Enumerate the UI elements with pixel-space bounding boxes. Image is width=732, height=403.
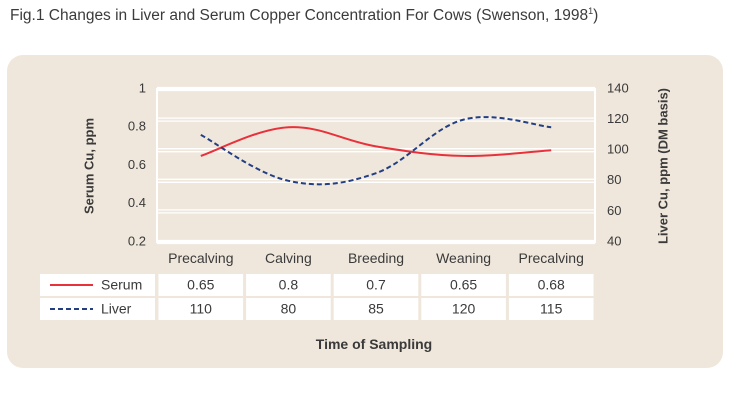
table-value: 85 [368,301,384,317]
y2-tick-label: 140 [607,80,629,95]
table-cell [508,298,594,320]
table-cell [421,274,506,296]
table-value: 0.65 [187,277,214,293]
table-cell [333,298,419,320]
y-tick-label: 0.6 [128,157,146,172]
grid [156,86,596,245]
table-value: 110 [190,301,213,317]
y-tick-label: 0.4 [128,195,146,210]
table-cell [508,274,594,296]
legend-cell [40,298,155,320]
series-lines [200,116,552,186]
table-cell [246,298,331,320]
legend-label-serum: Serum [101,277,142,293]
x-tick-label: Weaning [436,250,491,266]
x-tick-label: Breeding [348,250,404,266]
y2-tick-label: 40 [607,233,621,248]
table-value: 0.68 [538,277,565,293]
x-tick-label: Precalving [168,250,233,266]
figure-title-end: ) [593,7,599,25]
table-cell [421,298,506,320]
x-axis-title: Time of Sampling [316,336,432,352]
table-value: 115 [540,301,563,317]
series-line-liver [200,116,552,186]
y-tick-label: 0.8 [128,119,146,134]
x-tick-label: Precalving [519,250,584,266]
table-value: 120 [452,301,476,317]
y2-tick-label: 60 [607,203,621,218]
plot-frame [156,88,596,243]
figure-title-reference: 1 [588,6,594,16]
table-cell [158,274,244,296]
legend-label-liver: Liver [101,301,132,317]
y-axis-title: Serum Cu, ppm [81,118,96,214]
x-tick-label: Calving [265,250,312,266]
y-tick-label: 0.2 [128,233,146,248]
series-line-serum [200,126,552,157]
data-table: Serum 0.65 0.8 0.7 0.65 0.68 Liver 110 80 85 120 11… [40,274,594,320]
category-labels: Precalving Calving Breeding Weaning Precalvi… [168,250,584,266]
figure-title-main: Fig.1 Changes in Liver and Serum Copper … [10,7,589,25]
y2-tick-label: 120 [607,111,629,126]
table-value: 0.65 [450,277,477,293]
table-cell [158,298,244,320]
figure-title: Fig.1 Changes in Liver and Serum Copper … [10,6,598,25]
y2-axis-title: Liver Cu, ppm (DM basis) [655,88,670,244]
table-cell [246,274,331,296]
table-value: 0.8 [279,277,299,293]
y-tick-label: 1 [139,80,146,95]
table-value: 0.7 [366,277,386,293]
table-cell [333,274,419,296]
table-value: 80 [281,301,297,317]
y2-tick-label: 80 [607,172,621,187]
legend-cell [40,274,155,296]
y2-tick-label: 100 [607,142,629,157]
